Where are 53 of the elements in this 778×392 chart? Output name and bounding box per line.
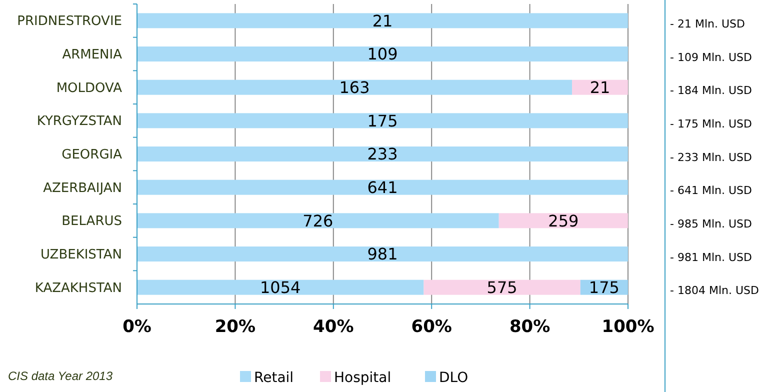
text: - 985 Mln. USD [670, 218, 752, 231]
x-tick-label: 20% [214, 317, 256, 337]
x-tick-label: 40% [313, 317, 354, 337]
y-tick-label: KAZAKHSTAN [34, 280, 122, 296]
text: - 184 Mln. USD [670, 84, 752, 98]
annotation: 163 [339, 78, 370, 97]
annotation: 1054 [260, 278, 301, 297]
annotation: 726 [302, 211, 334, 230]
x-tick-label: 0% [122, 317, 152, 337]
y-tick-label: MOLDOVA [56, 80, 122, 96]
bar [137, 46, 628, 62]
annotation: 641 [367, 178, 398, 197]
annotation: 175 [367, 111, 398, 130]
legend-label: Hospital [334, 370, 392, 386]
bar [137, 113, 628, 128]
annotation: 109 [367, 44, 398, 64]
text: - 1804 Mln. USD [670, 284, 759, 298]
bar [424, 280, 580, 295]
x-tick-label: 100% [602, 317, 654, 337]
text: - 109 Mln. USD [670, 50, 752, 64]
bar [137, 280, 424, 295]
y-tick-label: GEORGIA [62, 148, 122, 163]
y-tick-label: AZERBAIJAN [43, 180, 122, 196]
y-tick-label: PRIDNESTROVIE [17, 14, 122, 30]
x-tick-label: 60% [411, 317, 452, 337]
annotation: 259 [548, 211, 579, 230]
bar [572, 80, 628, 95]
annotation: 233 [367, 144, 398, 164]
annotation: 575 [486, 278, 518, 297]
legend-label: Retail [254, 370, 294, 386]
bar [137, 213, 499, 228]
y-tick-label: UZBEKISTAN [40, 248, 122, 263]
x-tick-label: 80% [509, 317, 550, 337]
bar [137, 180, 628, 195]
bar [498, 213, 628, 228]
bar [137, 246, 628, 262]
y-tick-label: BELARUS [62, 214, 122, 230]
y-tick-label: ARMENIA [62, 48, 122, 63]
text: - 641 Mln. USD [670, 184, 752, 198]
bar [137, 13, 628, 28]
bar [137, 146, 628, 162]
legend-label: DLO [439, 370, 468, 386]
annotation: 175 [588, 278, 620, 297]
annotation: 21 [372, 11, 393, 30]
text: CIS data Year 2013 [8, 369, 113, 383]
text: - 233 Mln. USD [670, 150, 752, 164]
text: - 981 Mln. USD [670, 250, 752, 264]
text: - 175 Mln. USD [670, 118, 752, 131]
text: - 21 Mln. USD [670, 18, 745, 31]
y-tick-label: KYRGYZSTAN [36, 114, 122, 130]
annotation: 981 [367, 244, 398, 264]
annotation: 21 [590, 78, 610, 97]
bar [137, 80, 572, 95]
